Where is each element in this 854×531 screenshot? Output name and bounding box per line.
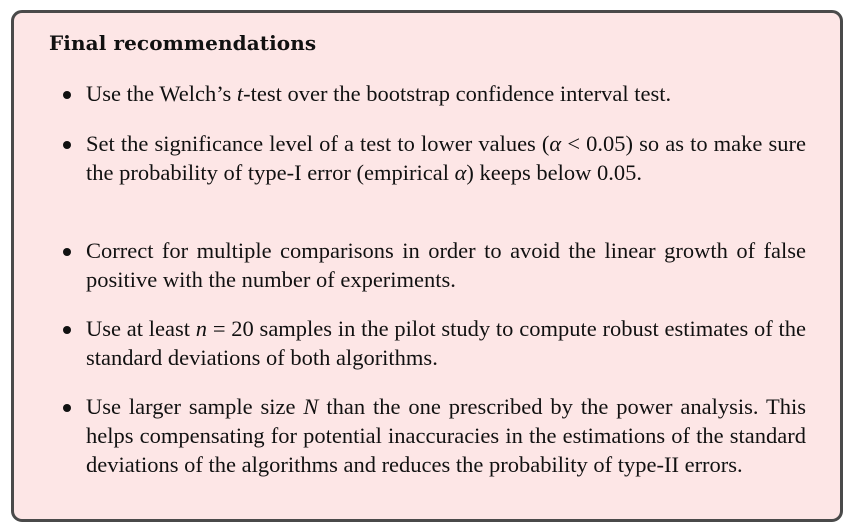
recommendations-box: Final recommendations Use the Welch’s t-… [11, 10, 843, 522]
list-item: Use the Welch’s t-test over the bootstra… [63, 79, 806, 108]
bullet-icon [63, 404, 71, 412]
bullet-icon [63, 91, 71, 99]
item-text: Use larger sample size N than the one pr… [86, 394, 812, 477]
list-item: Use larger sample size N than the one pr… [63, 392, 806, 479]
list-item: Set the significance level of a test to … [63, 129, 806, 187]
bullet-icon [63, 326, 71, 334]
bullet-icon [63, 141, 71, 149]
list-item: Use at least n = 20 samples in the pilot… [63, 314, 806, 372]
item-text: Use at least n = 20 samples in the pilot… [86, 316, 812, 370]
list-item: Correct for multiple comparisons in orde… [63, 236, 806, 294]
item-text: Set the significance level of a test to … [86, 131, 812, 185]
bullet-icon [63, 248, 71, 256]
box-title: Final recommendations [49, 31, 317, 55]
item-text: Correct for multiple comparisons in orde… [86, 238, 812, 292]
item-text: Use the Welch’s t-test over the bootstra… [86, 81, 672, 106]
